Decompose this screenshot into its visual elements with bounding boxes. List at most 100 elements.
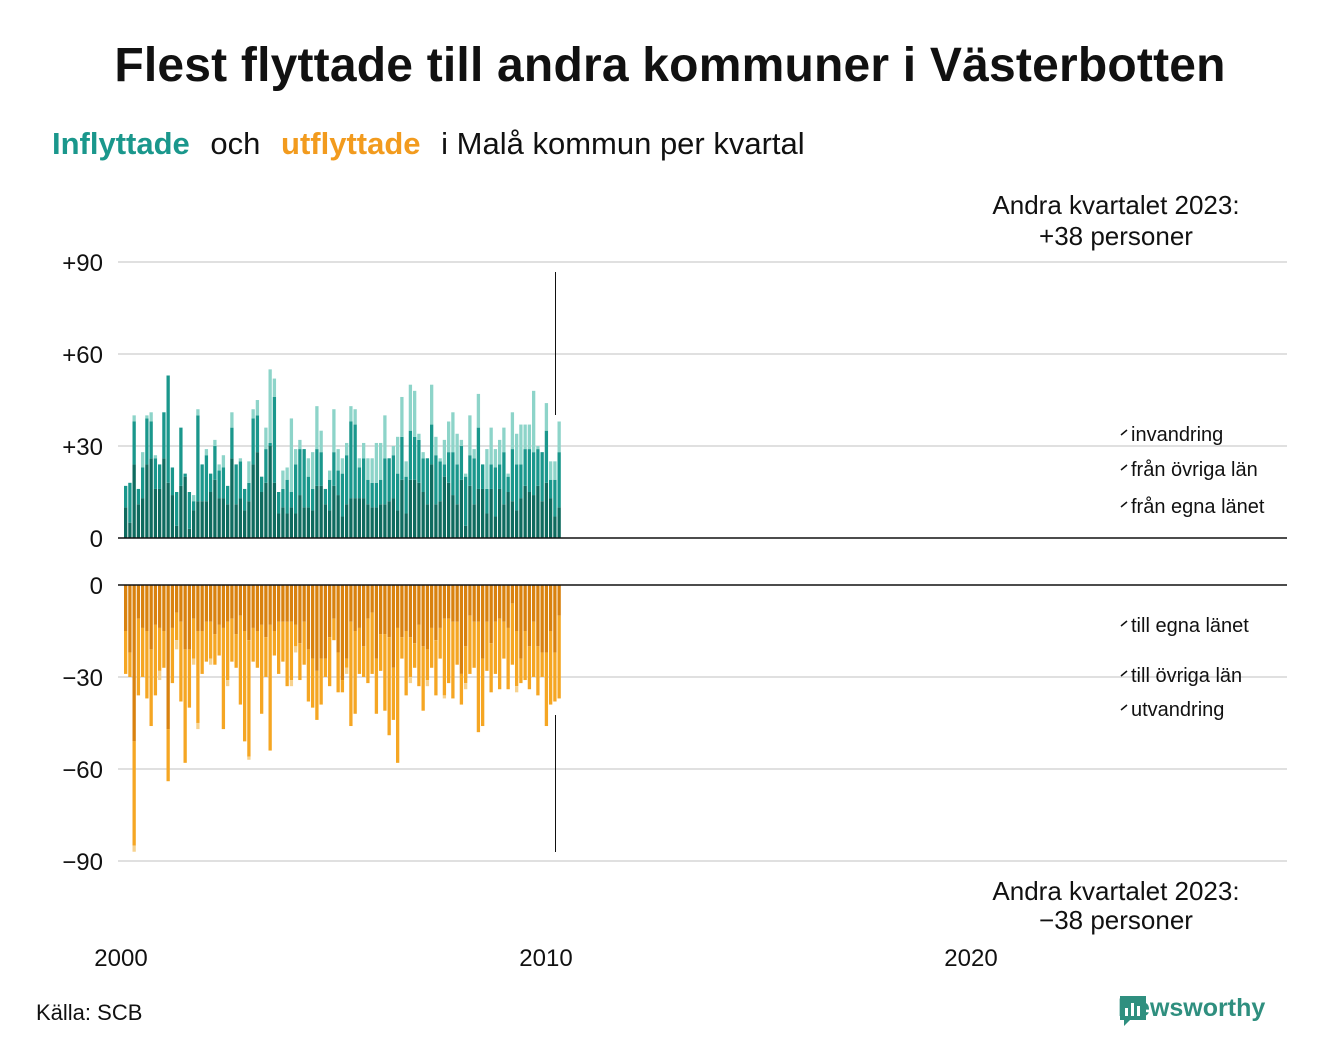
bar-in-other (281, 488, 285, 508)
bar-in-other (149, 421, 153, 459)
bar-out-own (145, 585, 149, 631)
bar-out-other (489, 643, 493, 693)
bar-out-own (374, 585, 379, 659)
bar-in-other (285, 479, 289, 514)
bar-in-own (493, 516, 498, 538)
bar-out-own (345, 585, 349, 659)
bar-out-other (345, 658, 349, 668)
bar-in-other (421, 458, 425, 493)
bar-in-other (213, 446, 217, 480)
bar-out-own (285, 585, 289, 622)
bar-in-own (268, 446, 272, 538)
bar-in-other (128, 482, 132, 523)
bar-out-own (260, 585, 264, 625)
bar-in-other (468, 455, 472, 486)
bar-in-immigration (544, 403, 549, 431)
bar-in-other (391, 455, 396, 499)
axes (118, 272, 1287, 852)
bar-out-other (404, 630, 408, 696)
bar-in-immigration (489, 427, 493, 465)
bar-in-own (417, 482, 421, 538)
bar-out-own (302, 585, 306, 622)
annotation-top-line2: +38 personer (1039, 221, 1193, 251)
bar-out-other (336, 652, 340, 693)
bar-in-other (200, 464, 204, 502)
bar-in-other (264, 449, 268, 483)
bar-out-own (451, 585, 455, 622)
bar-out-emigration (464, 683, 468, 690)
bar-out-emigration (226, 680, 230, 687)
bar-in-other (536, 449, 540, 486)
bar-in-other (221, 467, 226, 499)
bar-out-other (485, 621, 489, 671)
legend-label-in: från egna länet (1131, 496, 1265, 518)
bar-in-immigration (328, 470, 332, 480)
bar-in-other (370, 482, 374, 508)
bar-out-own (557, 585, 561, 616)
y-tick-label: +90 (62, 250, 103, 277)
bar-in-other (430, 424, 434, 465)
bar-in-own (179, 485, 183, 538)
bar-in-immigration (251, 409, 255, 419)
bar-out-other (226, 621, 230, 681)
bar-in-immigration (485, 449, 489, 489)
bar-in-other (557, 452, 561, 508)
bar-in-immigration (370, 458, 374, 483)
bar-in-own (170, 495, 175, 538)
bar-out-own (323, 585, 328, 659)
bar-in-other (132, 421, 136, 465)
bar-in-own (442, 476, 447, 538)
bar-in-immigration (238, 458, 243, 462)
bar-out-other (187, 649, 192, 708)
bar-out-own (438, 585, 442, 628)
bar-out-own (523, 585, 527, 631)
bar-in-other (510, 449, 515, 502)
bar-in-other (362, 458, 366, 499)
bar-out-own (391, 585, 396, 668)
bar-out-other (128, 652, 132, 677)
bar-in-immigration (362, 442, 366, 459)
bar-out-own (464, 585, 468, 647)
bar-out-other (170, 627, 175, 684)
legend-tick (1120, 670, 1128, 677)
bar-out-own (179, 585, 183, 622)
legend-tick (1120, 464, 1128, 471)
bar-out-own (434, 585, 438, 641)
bar-out-own (272, 585, 277, 631)
bar-out-own (268, 585, 272, 625)
bar-in-immigration (379, 442, 383, 480)
bar-in-immigration (374, 442, 379, 483)
y-tick-label: 0 (90, 573, 103, 600)
bar-out-own (527, 585, 532, 647)
bar-out-other (383, 634, 387, 711)
bar-in-own (438, 501, 442, 538)
bar-out-own (226, 585, 230, 622)
bar-out-own (379, 585, 383, 635)
bar-out-own (366, 585, 370, 619)
bar-in-own (302, 507, 306, 538)
bar-out-own (192, 585, 196, 619)
bar-out-other (196, 630, 200, 723)
bar-in-immigration (153, 455, 158, 459)
x-tick-label: 2020 (944, 945, 997, 972)
bar-in-own (128, 522, 132, 538)
bar-out-other (243, 630, 247, 742)
bar-in-own (187, 528, 192, 538)
bar-out-own (400, 585, 404, 638)
bar-out-other (179, 621, 183, 702)
bar-in-other (515, 464, 519, 511)
bar-in-other (302, 449, 306, 508)
bar-in-other (153, 458, 158, 489)
bar-in-other (311, 488, 315, 511)
bar-in-own (281, 507, 285, 538)
bar-out-own (153, 585, 158, 625)
bar-out-own (332, 585, 336, 619)
bar-in-other (459, 446, 464, 480)
bar-out-own (553, 585, 557, 653)
axis-labels: 0 +30 +60 +90 0 −30 −60 −90 2000 2010 2020 Andra kv… (62, 190, 1265, 972)
bar-in-own (226, 504, 230, 538)
bar-out-own (221, 585, 226, 628)
bar-out-other (340, 680, 345, 693)
bar-in-immigration (515, 433, 519, 465)
bar-out-other (204, 621, 209, 662)
